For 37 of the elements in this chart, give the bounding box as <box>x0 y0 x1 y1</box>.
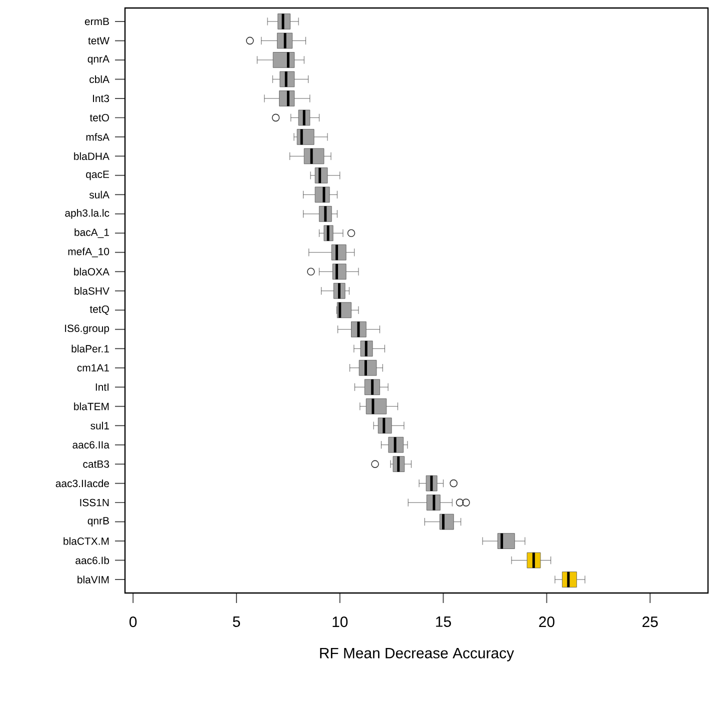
y-tick-label: ISS1N <box>80 498 109 506</box>
y-tick-label: mefA_10 <box>68 248 110 258</box>
y-tick-label: IS6.group <box>65 324 110 334</box>
y-tick-label: tetW <box>88 37 110 44</box>
y-tick-label: Int3 <box>93 94 110 102</box>
y-tick-label: sulA <box>89 190 110 199</box>
y-tick-label: cblA <box>90 75 110 84</box>
y-tick-label: blaVIM <box>78 576 109 584</box>
x-tick-label: 10 <box>332 616 348 628</box>
y-tick-label: qnrB <box>88 517 109 526</box>
x-tick-label: 5 <box>232 616 240 627</box>
y-tick-label: blaTEM <box>74 402 109 410</box>
x-tick-label: 20 <box>539 616 554 628</box>
y-tick-label: blaOXA <box>74 268 110 276</box>
x-axis-title: RF Mean Decrease Accuracy <box>320 648 514 662</box>
y-tick-label: aac6.Ib <box>76 556 110 564</box>
y-tick-label: mfsA <box>86 133 110 141</box>
x-tick-label: 15 <box>436 616 451 627</box>
y-tick-label: aac6.IIa <box>72 441 110 449</box>
y-tick-label: sul1 <box>90 422 109 430</box>
y-tick-label: ermB <box>84 18 109 26</box>
y-tick-label: cm1A1 <box>77 364 109 372</box>
y-tick-label: blaSHV <box>74 287 110 295</box>
y-tick-label: IntI <box>96 383 109 391</box>
y-tick-label: blaPer.1 <box>72 344 109 352</box>
x-tick-label: 0 <box>129 616 137 628</box>
y-tick-label: qacE <box>86 170 110 180</box>
y-tick-label: blaCTX.M <box>64 537 109 545</box>
y-tick-label: qnrA <box>88 55 110 65</box>
y-tick-label: bacA_1 <box>74 228 109 238</box>
y-tick-label: aac3.IIacde <box>56 479 109 488</box>
y-tick-label: aph3.la.lc <box>65 209 110 219</box>
x-tick-label: 25 <box>642 616 658 628</box>
y-tick-label: tetO <box>90 114 109 122</box>
y-tick-label: catB3 <box>83 460 110 468</box>
y-tick-label: tetQ <box>90 305 109 315</box>
y-tick-label: blaDHA <box>74 152 110 160</box>
